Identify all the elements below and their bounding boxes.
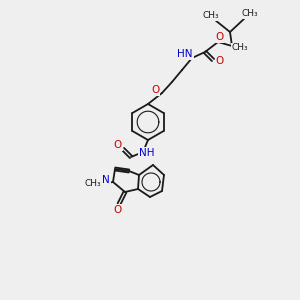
Text: O: O [151, 85, 159, 95]
Text: O: O [215, 32, 223, 42]
Text: N: N [102, 175, 110, 185]
Text: CH₃: CH₃ [232, 44, 248, 52]
Text: O: O [216, 56, 224, 66]
Text: CH₃: CH₃ [85, 178, 101, 188]
Text: HN: HN [177, 49, 193, 59]
Text: O: O [114, 140, 122, 150]
Text: CH₃: CH₃ [242, 10, 258, 19]
Text: O: O [113, 205, 121, 215]
Text: CH₃: CH₃ [203, 11, 219, 20]
Text: NH: NH [139, 148, 155, 158]
